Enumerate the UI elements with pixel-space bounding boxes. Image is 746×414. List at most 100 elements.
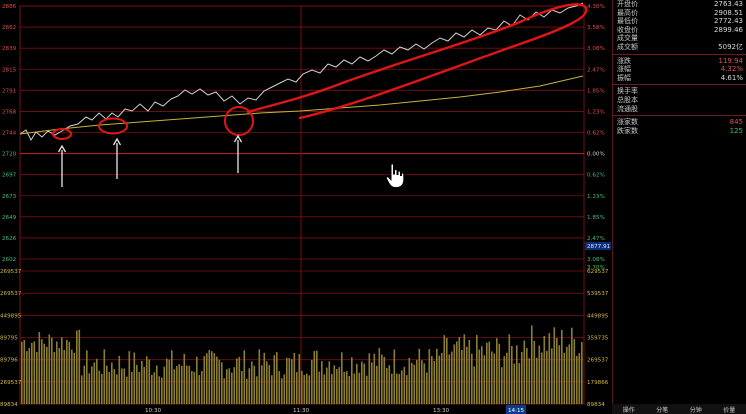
volume-bar xyxy=(153,372,156,404)
volume-bar xyxy=(468,339,471,404)
volume-bar xyxy=(271,375,273,404)
volume-bar xyxy=(541,352,543,404)
share-row: 流通股 xyxy=(613,105,746,114)
price-tick-label: 2602 xyxy=(2,257,16,263)
volume-bar xyxy=(418,348,421,404)
volume-bar xyxy=(86,350,88,404)
change-label: 涨跌 xyxy=(617,56,631,65)
change-value: 4.61% xyxy=(720,73,743,82)
volume-bar xyxy=(191,371,193,404)
volume-tick-label-right: 359735 xyxy=(587,336,609,342)
volume-bar xyxy=(201,370,203,404)
percent-tick-label: 3.58% xyxy=(587,25,605,31)
volume-bar xyxy=(568,344,571,404)
price-tick-label: 2744 xyxy=(2,131,17,137)
volume-bar xyxy=(43,343,46,404)
volume-bar xyxy=(171,350,173,404)
volume-bar xyxy=(321,361,323,404)
time-tick-label: 13:30 xyxy=(433,408,450,414)
volume-bar xyxy=(471,353,473,404)
quote-label: 开盘价 xyxy=(617,0,638,8)
volume-bar xyxy=(536,357,538,404)
volume-bar xyxy=(408,357,411,404)
volume-bar xyxy=(128,351,131,404)
volume-bar xyxy=(513,363,516,404)
volume-bar xyxy=(558,345,561,404)
volume-bar xyxy=(186,365,188,404)
volume-bar xyxy=(341,352,343,404)
tab-minutes[interactable]: 分钟 xyxy=(689,407,702,414)
volume-bar xyxy=(426,372,428,404)
volume-bar xyxy=(203,356,206,404)
volume-bar xyxy=(483,355,486,404)
volume-bar xyxy=(38,332,41,404)
price-tick-label: 2791 xyxy=(2,88,17,94)
volume-bar xyxy=(358,372,361,404)
volume-bar xyxy=(318,371,321,404)
share-label: 流通股 xyxy=(617,104,638,113)
change-value: 119.94 xyxy=(718,56,744,65)
percent-tick-label: 0.00% xyxy=(587,152,605,158)
volume-bar xyxy=(133,352,136,404)
volume-tick-label-right: 539537 xyxy=(587,291,609,297)
volume-bar xyxy=(98,370,101,404)
volume-bar xyxy=(103,349,106,404)
volume-bar xyxy=(143,366,146,404)
volume-bar xyxy=(31,342,33,404)
volume-bar xyxy=(413,364,416,404)
volume-tick-label: 449895 xyxy=(0,313,22,319)
panel-divider xyxy=(613,115,746,117)
volume-bar xyxy=(138,371,141,404)
quote-label: 成交量 xyxy=(617,34,638,43)
volume-bar xyxy=(393,349,396,404)
volume-tick-label-right: 629537 xyxy=(587,269,609,275)
change-label: 涨幅 xyxy=(617,65,631,74)
volume-bar xyxy=(378,348,381,404)
volume-bar xyxy=(36,352,38,404)
quote-value: 5092亿 xyxy=(718,42,743,51)
volume-bar xyxy=(538,345,541,404)
volume-bar xyxy=(213,353,216,404)
volume-bar xyxy=(381,354,383,404)
breadth-label: 涨家数 xyxy=(617,118,638,127)
volume-bar xyxy=(556,338,558,404)
volume-bar xyxy=(26,351,28,404)
volume-tick-label: 89795 xyxy=(0,336,18,342)
quote-label: 最低价 xyxy=(617,17,638,26)
tab-price-volume[interactable]: 价量 xyxy=(723,407,736,414)
annotation-circle xyxy=(98,117,128,135)
volume-bar xyxy=(386,367,388,404)
volume-bar xyxy=(348,375,351,404)
volume-tick-label-right: 269537 xyxy=(587,358,609,364)
volume-bar xyxy=(511,345,513,404)
volume-bar xyxy=(286,357,288,404)
volume-bar xyxy=(88,373,91,404)
volume-bar xyxy=(178,364,181,404)
quote-value: 2763.43 xyxy=(714,0,743,8)
volume-bar xyxy=(391,373,393,404)
volume-bar xyxy=(28,347,31,404)
quote-info-panel: 开盘价 2763.43 最高价 2908.51 最低价 2772.43 收盘价 2899.46… xyxy=(612,0,746,414)
volume-bar xyxy=(563,352,566,404)
quote-value: 2772.43 xyxy=(714,17,743,26)
breadth-row: 跌家数 125 xyxy=(613,127,746,136)
volume-bar xyxy=(196,356,198,404)
current-price-label: 2877.91 xyxy=(587,244,611,250)
volume-bar xyxy=(461,349,463,404)
volume-bar xyxy=(506,352,508,404)
volume-bar xyxy=(431,356,433,404)
volume-bar xyxy=(308,375,311,404)
percent-tick-label: 0.62% xyxy=(587,131,605,137)
volume-bar xyxy=(553,327,556,404)
panel-divider xyxy=(613,84,746,86)
volume-bar xyxy=(141,360,143,404)
volume-bar xyxy=(508,334,511,404)
volume-bar xyxy=(521,351,523,404)
tab-ticks[interactable]: 分笔 xyxy=(656,407,669,414)
volume-bar xyxy=(158,376,161,404)
volume-bar xyxy=(243,350,246,404)
price-tick-label: 2815 xyxy=(2,67,17,73)
tab-operate[interactable]: 操作 xyxy=(622,407,635,414)
change-label: 振幅 xyxy=(617,73,631,82)
